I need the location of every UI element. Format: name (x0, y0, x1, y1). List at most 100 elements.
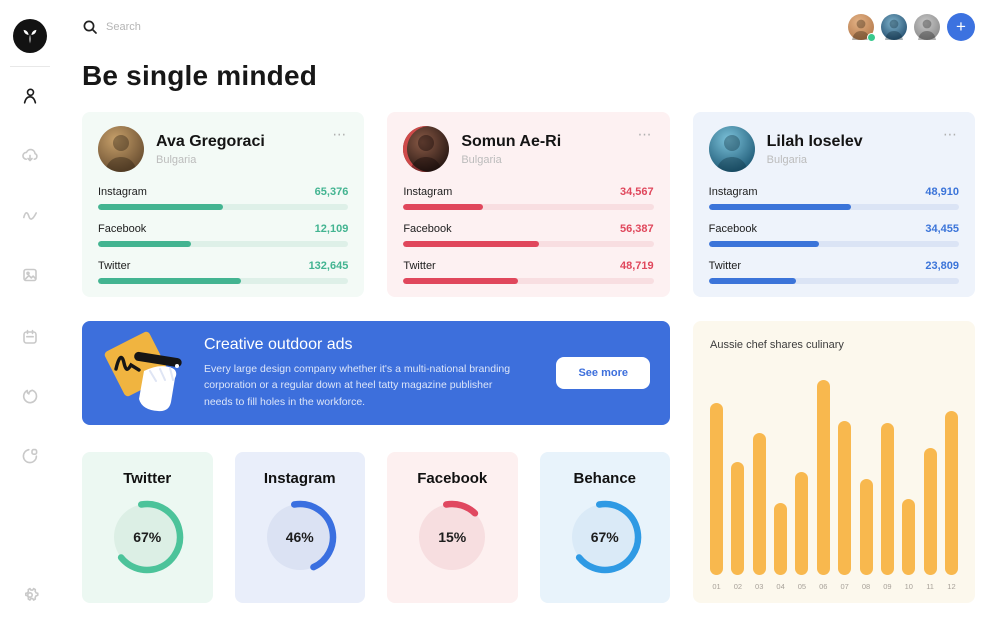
sidebar-item-gallery[interactable] (20, 265, 40, 285)
progress-ring: 67% (565, 497, 645, 577)
sidebar (0, 0, 60, 625)
promo-banner: Creative outdoor ads Every large design … (82, 321, 670, 425)
online-status-dot (867, 33, 876, 42)
progress-fill (708, 278, 797, 284)
sidebar-item-calendar[interactable] (20, 327, 40, 347)
bar-label: 06 (819, 582, 828, 591)
search-input[interactable] (106, 21, 246, 33)
stat-label: Twitter (708, 260, 742, 272)
topbar-actions: + (848, 13, 975, 42)
bar-chart-card: Aussie chef shares culinary 01 02 03 04 05 06… (693, 321, 975, 603)
bar-label: 03 (755, 582, 764, 591)
avatar-photo (852, 19, 870, 40)
stat-label: Facebook (403, 223, 452, 235)
more-options-icon[interactable]: ⋯ (943, 126, 959, 142)
bar-label: 04 (776, 582, 785, 591)
sidebar-item-activity[interactable] (20, 205, 40, 225)
app-logo-sprout-icon[interactable] (13, 19, 47, 53)
add-button[interactable]: + (947, 13, 975, 41)
sidebar-item-trending[interactable] (20, 386, 40, 406)
avatar-photo (885, 19, 903, 40)
page-title: Be single minded (82, 60, 318, 91)
gauge-percent: 67% (590, 529, 619, 545)
stat-row: Twitter 132,645 (98, 260, 349, 284)
bar (838, 420, 852, 575)
user-icon (23, 88, 37, 104)
bar (859, 479, 873, 575)
stat-value: 65,376 (314, 186, 349, 198)
bar-column: 09 (880, 359, 894, 591)
stat-label: Instagram (98, 186, 147, 198)
see-more-button[interactable]: See more (556, 357, 650, 389)
stat-value: 34,567 (620, 186, 654, 198)
cloud-download-icon (22, 148, 38, 162)
banner-body: Every large design company whether it's … (204, 363, 511, 408)
bar-label: 01 (712, 582, 721, 591)
sidebar-item-profile[interactable] (20, 86, 40, 106)
gauge-title: Twitter (123, 470, 172, 487)
chart-title: Aussie chef shares culinary (710, 339, 844, 351)
sidebar-item-reports[interactable] (20, 445, 40, 465)
bar-column: 06 (816, 359, 830, 591)
sidebar-item-downloads[interactable] (20, 146, 40, 166)
bar (816, 380, 830, 575)
search (82, 19, 246, 35)
stat-row: Twitter 23,809 (708, 260, 959, 284)
gauge-title: Facebook (417, 470, 488, 487)
bar-column: 10 (902, 359, 916, 591)
bar (752, 432, 766, 575)
main-content: + Be single minded Ava Gregoraci Bulgari… (60, 0, 1000, 625)
profile-cards-row: Ava Gregoraci Bulgaria ⋯ Instagram 65,37… (82, 112, 975, 297)
user-avatar-2[interactable] (881, 14, 907, 40)
bar (944, 411, 958, 575)
bar-column: 02 (731, 359, 745, 591)
user-avatar-3[interactable] (914, 14, 940, 40)
profile-avatar (98, 126, 144, 172)
profile-location: Bulgaria (766, 153, 808, 166)
hand-drawing-illustration (104, 331, 182, 412)
stat-label: Instagram (708, 186, 758, 198)
progress-fill (98, 241, 191, 247)
stat-row: Instagram 34,567 (403, 186, 654, 210)
bar-label: 10 (904, 582, 913, 591)
search-icon (83, 20, 97, 34)
sidebar-item-settings[interactable] (20, 584, 40, 604)
left-column: Creative outdoor ads Every large design … (82, 321, 670, 603)
stat-label: Twitter (403, 260, 436, 272)
bar-column: 01 (710, 359, 723, 591)
banner-title: Creative outdoor ads (204, 336, 353, 354)
gauge-percent: 46% (285, 529, 314, 545)
progress-track (403, 241, 654, 247)
progress-track (98, 204, 349, 210)
sidebar-divider (10, 66, 50, 67)
progress-track (403, 204, 654, 210)
bar (923, 448, 937, 575)
bar-column: 12 (944, 359, 958, 591)
bar-label: 08 (861, 582, 871, 591)
more-options-icon[interactable]: ⋯ (637, 126, 654, 142)
progress-fill (403, 278, 519, 284)
progress-track (708, 278, 959, 284)
topbar: + (82, 0, 975, 46)
stat-label: Facebook (708, 223, 757, 235)
bar (774, 502, 788, 575)
pie-chart-icon (22, 448, 38, 464)
profile-avatar (708, 126, 755, 172)
progress-track (98, 241, 349, 247)
avatar-photo (918, 19, 936, 40)
stat-label: Instagram (403, 186, 453, 198)
flame-icon (22, 389, 38, 404)
stat-value: 48,719 (620, 260, 654, 272)
stat-row: Facebook 34,455 (708, 223, 959, 247)
bar-chart: 01 02 03 04 05 06 07 08 09 10 11 12 (710, 359, 958, 591)
progress-fill (403, 241, 539, 247)
stat-row: Twitter 48,719 (403, 260, 654, 284)
bar (880, 422, 894, 575)
user-avatar-1[interactable] (848, 14, 876, 42)
profile-card-lilah: Lilah Ioselev Bulgaria ⋯ Instagram 48,91… (692, 112, 975, 297)
progress-ring: 67% (107, 497, 187, 577)
progress-track (98, 278, 349, 284)
image-icon (23, 268, 37, 282)
more-options-icon[interactable]: ⋯ (332, 126, 349, 142)
profile-name: Lilah Ioselev (766, 132, 863, 150)
